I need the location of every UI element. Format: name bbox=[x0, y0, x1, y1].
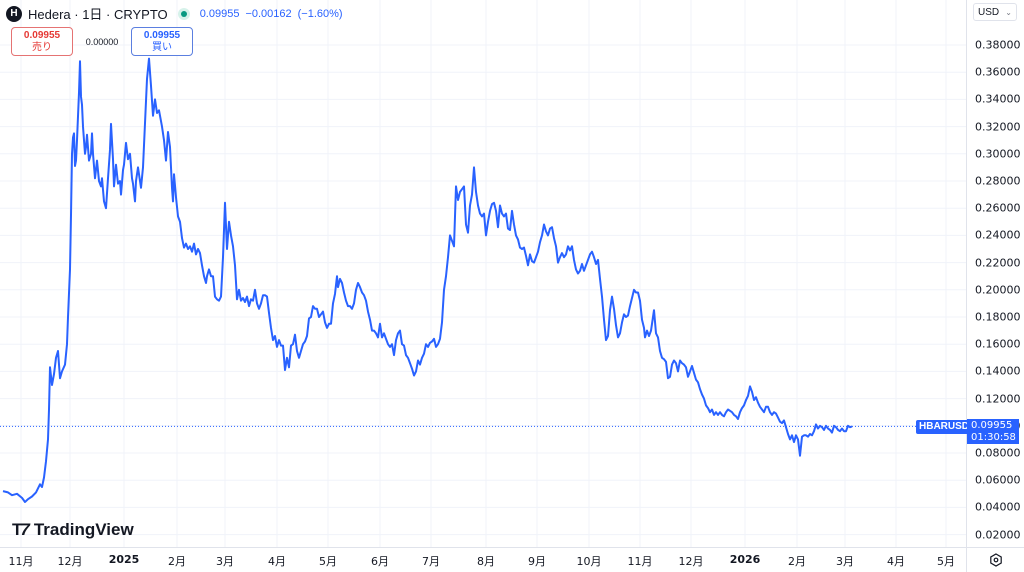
price-line-chart[interactable] bbox=[0, 0, 966, 547]
time-axis[interactable]: 11月 12月 2025 2月 3月 4月 5月 6月 7月 8月 9月 10月 11月 12月 2026 2… bbox=[0, 547, 966, 572]
price-tick-label: 0.22000 bbox=[975, 256, 1021, 270]
time-tick-label: 10月 bbox=[576, 555, 602, 568]
price-tick-label: 0.06000 bbox=[975, 473, 1021, 487]
symbol-header: H Hedera · 1日 · CRYPTO 0.09955 −0.00162 … bbox=[6, 4, 343, 23]
chart-plot-area[interactable] bbox=[0, 0, 966, 547]
price-tick-label: 0.36000 bbox=[975, 65, 1021, 79]
time-tick-label: 7月 bbox=[422, 555, 440, 568]
price-change: −0.00162 bbox=[245, 7, 292, 20]
last-price-label: 0.09955 01:30:58 bbox=[967, 419, 1019, 444]
price-tick-label: 0.32000 bbox=[975, 120, 1021, 134]
price-axis[interactable]: 0.38000 0.36000 0.34000 0.32000 0.30000 0.280… bbox=[966, 0, 1024, 547]
time-tick-label: 2025 bbox=[108, 553, 140, 566]
last-price: 0.09955 bbox=[199, 7, 240, 20]
price-tick-label: 0.28000 bbox=[975, 174, 1021, 188]
price-tick-label: 0.26000 bbox=[975, 201, 1021, 215]
market-open-status-icon bbox=[177, 7, 190, 20]
time-tick-label: 12月 bbox=[57, 555, 83, 568]
price-series-line bbox=[2, 57, 853, 503]
time-tick-label: 11月 bbox=[8, 555, 34, 568]
time-tick-label: 3月 bbox=[836, 555, 854, 568]
time-tick-label: 3月 bbox=[216, 555, 234, 568]
price-tick-label: 0.04000 bbox=[975, 500, 1021, 514]
last-price-value: 0.09955 bbox=[971, 420, 1013, 431]
time-tick-label: 5月 bbox=[319, 555, 337, 568]
price-tick-label: 0.02000 bbox=[975, 528, 1021, 542]
time-tick-label: 11月 bbox=[627, 555, 653, 568]
price-tick-label: 0.16000 bbox=[975, 337, 1021, 351]
currency-label: USD bbox=[978, 6, 1000, 18]
sell-button[interactable]: 0.09955 売り bbox=[11, 27, 73, 56]
time-tick-label: 4月 bbox=[887, 555, 905, 568]
sell-price: 0.09955 bbox=[23, 29, 61, 41]
time-tick-label: 6月 bbox=[371, 555, 389, 568]
hedera-logo-icon: H bbox=[6, 5, 22, 22]
symbol-title[interactable]: Hedera · 1日 · CRYPTO bbox=[28, 7, 168, 22]
price-tick-label: 0.12000 bbox=[975, 392, 1021, 406]
price-tick-label: 0.18000 bbox=[975, 310, 1021, 324]
trade-panel: 0.09955 売り 0.00000 0.09955 買い bbox=[11, 27, 193, 56]
buy-price: 0.09955 bbox=[143, 29, 181, 41]
spread-value: 0.00000 bbox=[85, 36, 119, 47]
price-change-percent: (−1.60%) bbox=[297, 7, 343, 20]
price-tick-label: 0.14000 bbox=[975, 364, 1021, 378]
time-tick-label: 4月 bbox=[268, 555, 286, 568]
currency-selector[interactable]: USD ⌄ bbox=[973, 3, 1017, 21]
chevron-down-icon: ⌄ bbox=[1005, 7, 1012, 17]
price-tick-label: 0.20000 bbox=[975, 283, 1021, 297]
time-tick-label: 2026 bbox=[729, 553, 761, 566]
time-tick-label: 9月 bbox=[528, 555, 546, 568]
price-tick-label: 0.08000 bbox=[975, 446, 1021, 460]
sell-label: 売り bbox=[32, 41, 52, 53]
buy-button[interactable]: 0.09955 買い bbox=[131, 27, 193, 56]
tradingview-watermark: T7 TradingView bbox=[12, 520, 134, 540]
time-tick-label: 2月 bbox=[168, 555, 186, 568]
brand-name: TradingView bbox=[33, 520, 134, 539]
settings-hexagon-icon bbox=[990, 553, 1002, 567]
time-tick-label: 8月 bbox=[477, 555, 495, 568]
price-tick-label: 0.38000 bbox=[975, 38, 1021, 52]
symbol-price-label: HBARUSD bbox=[916, 420, 972, 434]
buy-label: 買い bbox=[152, 41, 172, 53]
tradingview-logo-icon: T7 bbox=[12, 520, 30, 539]
price-tick-label: 0.34000 bbox=[975, 92, 1021, 106]
time-tick-label: 2月 bbox=[788, 555, 806, 568]
chart-settings-button[interactable] bbox=[966, 547, 1024, 572]
price-tick-label: 0.30000 bbox=[975, 147, 1021, 161]
time-tick-label: 12月 bbox=[678, 555, 704, 568]
time-tick-label: 5月 bbox=[937, 555, 955, 568]
price-tick-label: 0.24000 bbox=[975, 228, 1021, 242]
bar-countdown: 01:30:58 bbox=[971, 432, 1016, 443]
